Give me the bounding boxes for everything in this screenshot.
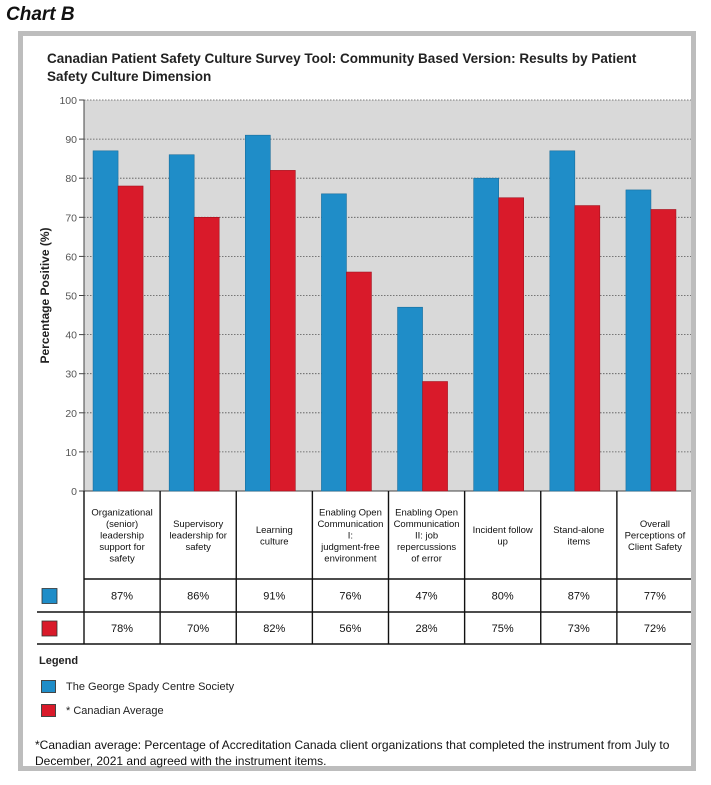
category-label-1: Supervisory leadership for safety: [169, 519, 227, 553]
table-value-spady-4: 47%: [416, 591, 438, 603]
y-tick-label: 40: [65, 330, 77, 342]
table-value-canadian-4: 28%: [416, 623, 438, 635]
legend-swatch-canadian: [41, 704, 56, 717]
bar-spady-1: [168, 154, 195, 492]
bar-canadian-3: [346, 271, 372, 492]
table-value-canadian-7: 72%: [644, 623, 666, 635]
bar-canadian-0: [117, 185, 144, 492]
y-tick-label: 100: [59, 95, 77, 107]
bar-spady-2: [245, 134, 271, 492]
legend-item-canadian: * Canadian Average: [41, 704, 164, 717]
y-tick-label: 50: [65, 291, 77, 303]
legend-item-spady: The George Spady Centre Society: [41, 680, 234, 693]
bar-canadian-1: [193, 217, 220, 492]
category-label-3: Enabling Open Communication I: judgment-fre…: [317, 508, 383, 565]
y-tick-label: 30: [65, 369, 77, 381]
table-value-spady-0: 87%: [111, 591, 133, 603]
category-label-6: Stand-alone items: [553, 525, 604, 548]
bar-canadian-7: [650, 209, 677, 492]
chart-label: Chart B: [6, 4, 75, 25]
footnote: *Canadian average: Percentage of Accredi…: [35, 738, 670, 768]
bar-spady-7: [625, 189, 652, 492]
table-value-spady-3: 76%: [339, 591, 361, 603]
bar-canadian-2: [270, 170, 296, 492]
bar-canadian-5: [498, 197, 524, 492]
y-axis-label: Percentage Positive (%): [38, 227, 52, 363]
table-value-spady-6: 87%: [568, 591, 590, 603]
table-value-canadian-1: 70%: [187, 623, 209, 635]
table-value-spady-5: 80%: [492, 591, 514, 603]
category-label-7: Overall Perceptions of Client Safety: [625, 519, 686, 553]
y-tick-label: 90: [65, 134, 77, 146]
bar-spady-4: [397, 306, 423, 492]
category-label-4: Enabling Open Communication II: job repercu…: [394, 508, 460, 565]
bar-spady-5: [473, 177, 499, 492]
y-tick-label: 60: [65, 251, 77, 263]
table-swatch-spady: [41, 588, 58, 604]
bar-spady-6: [549, 150, 576, 492]
chart-title: Canadian Patient Safety Culture Survey T…: [47, 51, 637, 84]
table-value-canadian-5: 75%: [492, 623, 514, 635]
y-tick-label: 20: [65, 408, 77, 420]
bar-canadian-4: [422, 381, 448, 492]
table-value-canadian-3: 56%: [339, 623, 361, 635]
category-label-2: Learning culture: [256, 525, 293, 548]
legend-title: Legend: [39, 655, 79, 667]
y-tick-label: 0: [71, 486, 77, 498]
bar-spady-0: [92, 150, 119, 492]
table-value-canadian-0: 78%: [111, 623, 133, 635]
table-swatch-canadian: [41, 620, 58, 637]
table-value-canadian-6: 73%: [568, 623, 590, 635]
y-tick-label: 80: [65, 173, 77, 185]
y-tick-label: 10: [65, 447, 77, 459]
table-value-spady-2: 91%: [263, 591, 285, 603]
legend-swatch-spady: [41, 680, 56, 693]
table-value-spady-1: 86%: [187, 591, 209, 603]
chart-svg: 0 10 20 30 40 50 60 70 80 90 100 Percentage Positiv…: [37, 95, 691, 645]
table-value-canadian-2: 82%: [263, 623, 285, 635]
bar-canadian-6: [574, 205, 601, 492]
category-label-0: Organizational (senior) leadership support …: [91, 508, 152, 565]
chart-frame: Canadian Patient Safety Culture Survey T…: [18, 31, 696, 771]
category-label-5: Incident follow up: [473, 525, 533, 548]
y-tick-label: 70: [65, 212, 77, 224]
table-value-spady-7: 77%: [644, 591, 666, 603]
legend-label-canadian: * Canadian Average: [66, 704, 164, 717]
legend-label-spady: The George Spady Centre Society: [66, 680, 235, 693]
bar-spady-3: [321, 193, 347, 492]
